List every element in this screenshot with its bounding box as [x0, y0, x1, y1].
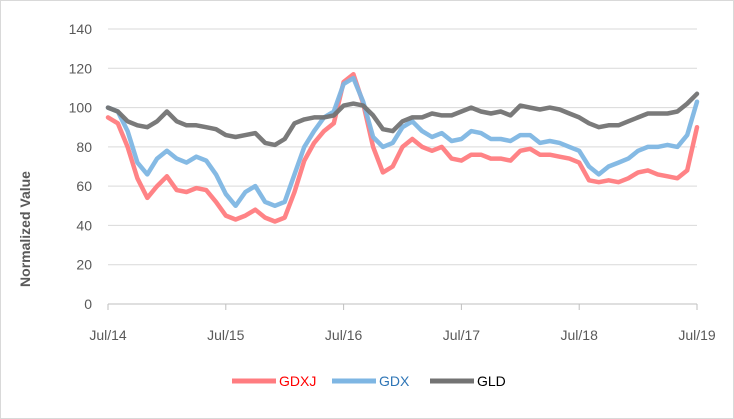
y-axis-label: Normalized Value	[17, 171, 33, 287]
y-tick-label: 120	[69, 60, 93, 76]
y-tick-label: 80	[76, 139, 92, 155]
y-tick-label: 40	[76, 217, 92, 233]
x-tick-label: Jul/19	[678, 327, 716, 343]
y-tick-label: 60	[76, 178, 92, 194]
x-tick-label: Jul/14	[89, 327, 127, 343]
x-tick-label: Jul/15	[207, 327, 245, 343]
y-tick-label: 20	[76, 257, 92, 273]
x-axis-ticks: Jul/14 Jul/15 Jul/16 Jul/17 Jul/18 Jul/19	[89, 304, 716, 343]
series-line-gld	[105, 91, 700, 148]
y-tick-label: 0	[84, 296, 92, 312]
x-tick-label: Jul/16	[325, 327, 363, 343]
legend-label-gdx: GDX	[379, 373, 410, 389]
y-tick-label: 140	[69, 21, 93, 37]
legend-label-gdxj: GDXJ	[279, 373, 316, 389]
series-lines	[105, 71, 700, 224]
x-tick-label: Jul/17	[443, 327, 481, 343]
y-tick-label: 100	[69, 100, 93, 116]
x-tick-label: Jul/18	[561, 327, 599, 343]
series-line-gdx	[105, 75, 700, 209]
legend-label-gld: GLD	[477, 373, 506, 389]
series-line-gdxj	[105, 71, 700, 224]
y-axis-ticks: 0 20 40 60 80 100 120 140	[69, 21, 93, 312]
legend: GDXJ GDX GLD	[232, 373, 506, 389]
